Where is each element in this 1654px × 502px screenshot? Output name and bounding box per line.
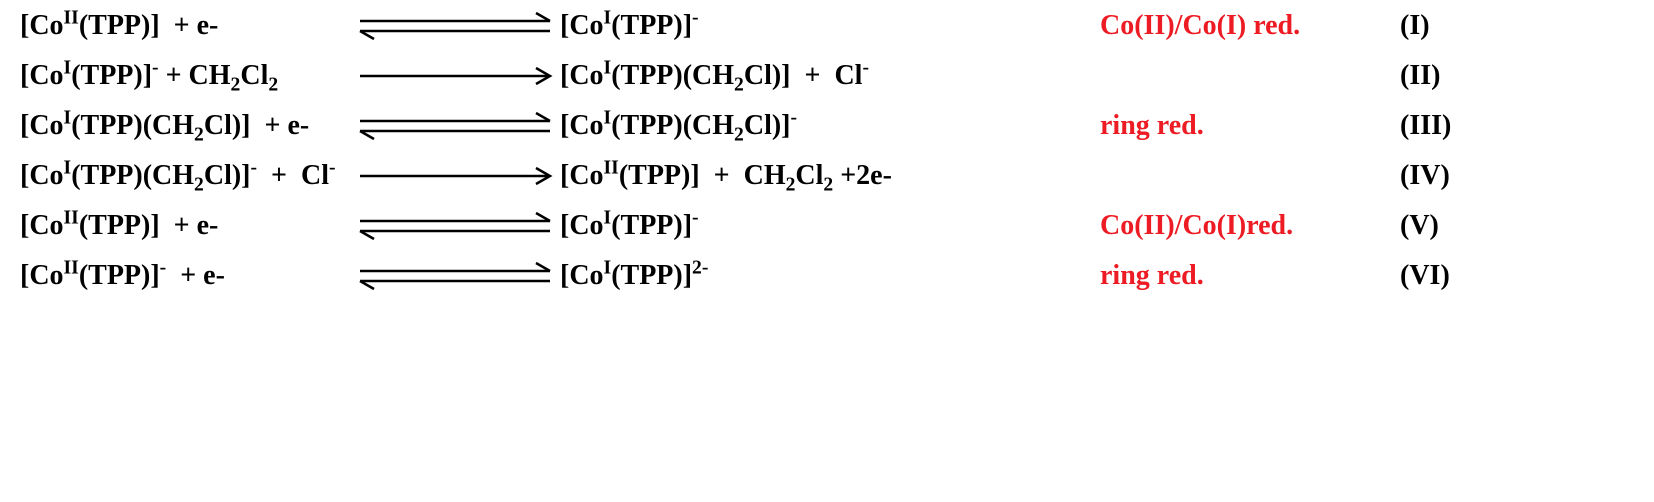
- equation-row: [CoI(TPP)]- + CH2Cl2 [CoI(TPP)(CH2Cl)] +…: [20, 60, 1634, 92]
- equation-lhs: [CoII(TPP)] + e-: [20, 10, 350, 42]
- equation-annotation: ring red.: [1100, 260, 1400, 292]
- equation-annotation: ring red.: [1100, 110, 1400, 142]
- equation-number: (VI): [1400, 260, 1450, 292]
- equation-row: [CoI(TPP)(CH2Cl)]- + Cl- [CoII(TPP)] + C…: [20, 160, 1634, 192]
- arrow-equilibrium-icon: [350, 211, 560, 241]
- arrow-equilibrium-icon: [350, 261, 560, 291]
- equation-number: (IV): [1400, 160, 1450, 192]
- equation-rhs: [CoII(TPP)] + CH2Cl2 +2e-: [560, 160, 1100, 192]
- arrow-equilibrium-icon: [350, 111, 560, 141]
- equation-number: (III): [1400, 110, 1451, 142]
- equation-lhs: [CoII(TPP)]- + e-: [20, 260, 350, 292]
- equation-row: [CoII(TPP)]- + e- [CoI(TPP)]2-ring red.(…: [20, 260, 1634, 292]
- equation-lhs: [CoI(TPP)(CH2Cl)] + e-: [20, 110, 350, 142]
- equation-rhs: [CoI(TPP)]-: [560, 210, 1100, 242]
- equation-lhs: [CoI(TPP)(CH2Cl)]- + Cl-: [20, 160, 350, 192]
- equation-number: (I): [1400, 10, 1430, 42]
- equation-row: [CoI(TPP)(CH2Cl)] + e- [CoI(TPP)(CH2Cl)]…: [20, 110, 1634, 142]
- equation-annotation: Co(II)/Co(I) red.: [1100, 10, 1400, 42]
- equation-lhs: [CoII(TPP)] + e-: [20, 210, 350, 242]
- arrow-forward-icon: [350, 166, 560, 186]
- equations-list: [CoII(TPP)] + e- [CoI(TPP)]-Co(II)/Co(I)…: [20, 10, 1634, 292]
- equation-rhs: [CoI(TPP)(CH2Cl)] + Cl-: [560, 60, 1100, 92]
- equation-lhs: [CoI(TPP)]- + CH2Cl2: [20, 60, 350, 92]
- equation-annotation: Co(II)/Co(I)red.: [1100, 210, 1400, 242]
- equation-number: (II): [1400, 60, 1440, 92]
- equation-row: [CoII(TPP)] + e- [CoI(TPP)]-Co(II)/Co(I)…: [20, 10, 1634, 42]
- equation-row: [CoII(TPP)] + e- [CoI(TPP)]-Co(II)/Co(I)…: [20, 210, 1634, 242]
- equation-rhs: [CoI(TPP)]-: [560, 10, 1100, 42]
- arrow-forward-icon: [350, 66, 560, 86]
- equation-rhs: [CoI(TPP)(CH2Cl)]-: [560, 110, 1100, 142]
- equation-rhs: [CoI(TPP)]2-: [560, 260, 1100, 292]
- arrow-equilibrium-icon: [350, 11, 560, 41]
- equation-number: (V): [1400, 210, 1439, 242]
